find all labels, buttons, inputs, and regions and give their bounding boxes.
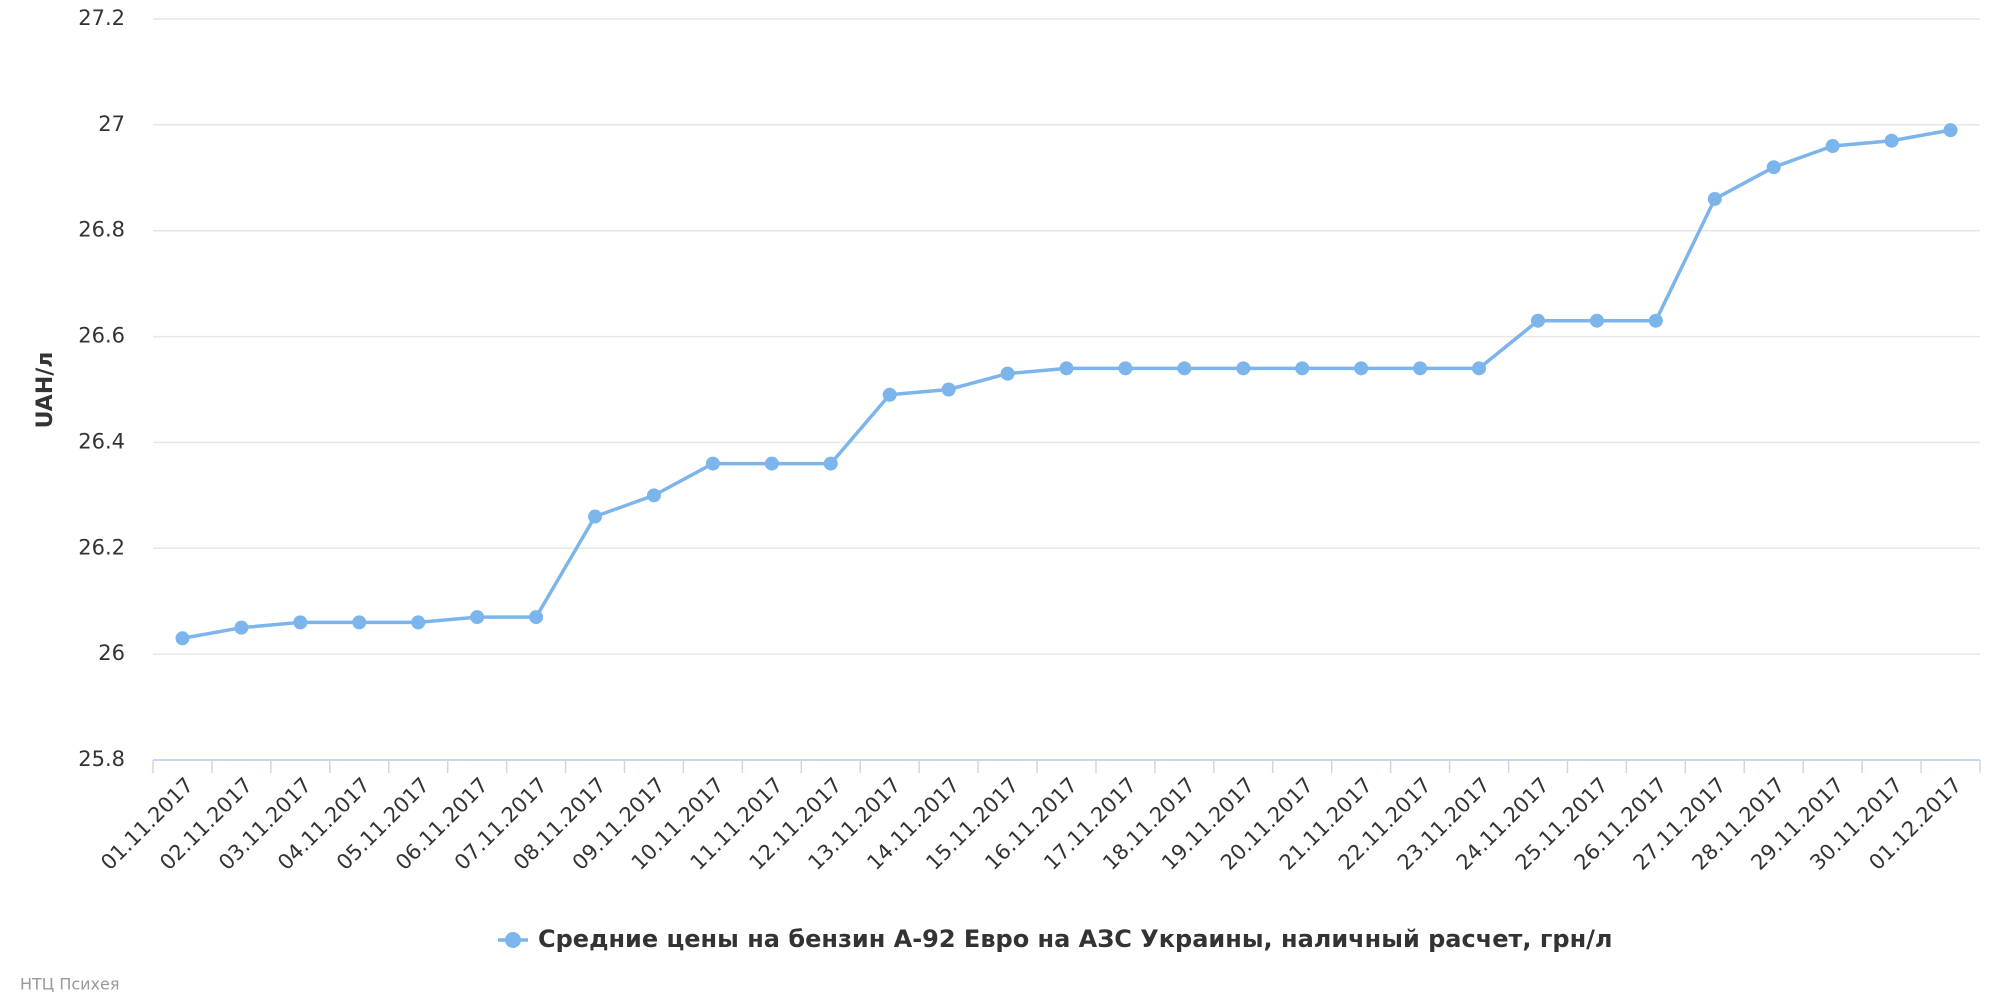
data-point [1118,361,1133,376]
data-point [823,456,838,471]
data-point [1177,361,1192,376]
data-point [293,615,308,630]
data-point [175,631,190,646]
legend-item: Средние цены на бензин А-92 Евро на АЗС … [498,925,1613,953]
data-point [646,488,661,503]
data-point [1648,313,1663,328]
y-tick-label: 25.8 [78,747,125,771]
data-point [411,615,426,630]
data-point [1413,361,1428,376]
data-point [1059,361,1074,376]
data-point [1589,313,1604,328]
y-tick-label: 26.2 [78,535,125,559]
data-point [1295,361,1310,376]
data-point [1766,160,1781,175]
data-point [1884,133,1899,148]
data-point [470,610,485,625]
data-point [1472,361,1487,376]
data-point [1530,313,1545,328]
data-point [1236,361,1251,376]
y-tick-label: 26.8 [78,218,125,242]
legend-label: Средние цены на бензин А-92 Евро на АЗС … [538,925,1613,953]
data-point [529,610,544,625]
series-line [182,128,1951,640]
data-point [941,382,956,397]
y-tick-label: 26 [98,641,125,665]
y-axis-label: UAH/л [33,352,58,429]
y-tick-label: 27 [98,112,125,136]
legend-marker [505,932,521,948]
y-tick-label: 26.6 [78,324,125,348]
data-point [352,615,367,630]
y-tick-label: 26.4 [78,429,125,453]
data-point [705,456,720,471]
data-point [1825,139,1840,154]
data-point [1943,123,1958,138]
y-tick-label: 27.2 [78,6,125,30]
data-point [764,456,779,471]
data-point [234,620,249,635]
data-point [1354,361,1369,376]
data-point [1707,191,1722,206]
data-point [1000,366,1015,381]
data-point [588,509,603,524]
credit: НТЦ Психея [20,975,119,994]
data-point [882,387,897,402]
